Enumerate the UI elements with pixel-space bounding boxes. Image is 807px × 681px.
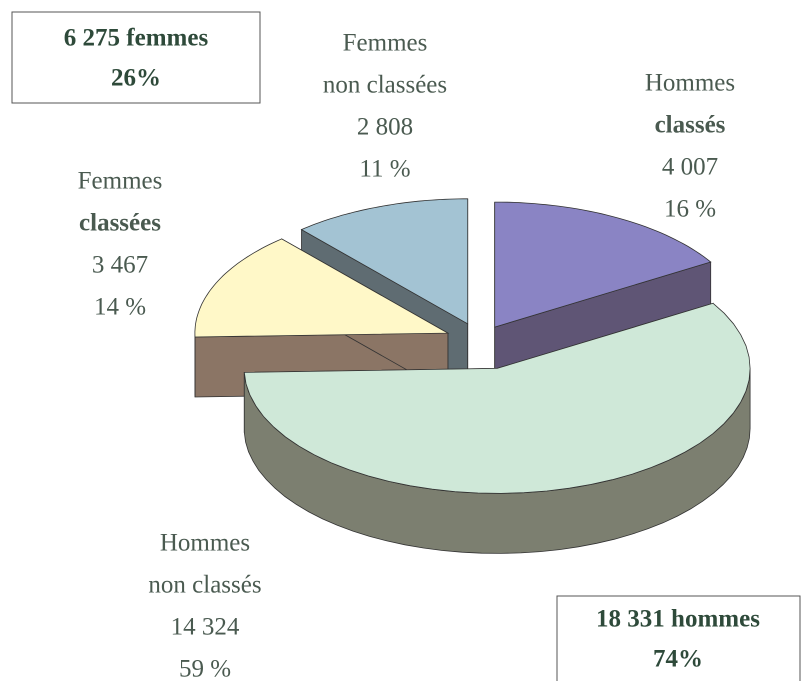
pie	[194, 198, 751, 554]
slice-label: non classés	[148, 572, 261, 599]
slice-label: classées	[79, 210, 161, 237]
share-label: 16 %	[664, 196, 716, 223]
total-box-men: 18 331 hommes 74%	[556, 595, 801, 681]
slice-top	[494, 201, 712, 328]
total-share: 26%	[111, 65, 161, 92]
slice-top	[243, 302, 751, 494]
total-label: 6 275 femmes	[64, 25, 209, 52]
slice	[243, 302, 751, 554]
total-label: 18 331 hommes	[596, 606, 760, 633]
slice-label: non classées	[323, 72, 447, 99]
value-label: 14 324	[171, 614, 240, 641]
slice-label: Hommes	[645, 70, 735, 97]
slice-label: Femmes	[78, 168, 163, 195]
slice-label: classés	[655, 112, 726, 139]
value-label: 4 007	[662, 154, 718, 181]
share-label: 59 %	[179, 656, 231, 681]
box-frame	[556, 595, 801, 681]
value-label: 2 808	[357, 114, 413, 141]
total-share: 74%	[653, 646, 703, 673]
share-label: 11 %	[359, 156, 410, 183]
slice-label: Hommes	[160, 530, 250, 557]
box-frame	[11, 11, 261, 104]
slice-top	[194, 238, 450, 338]
total-box-women: 6 275 femmes 26%	[11, 11, 261, 104]
slice-label: Femmes	[343, 30, 428, 57]
slice-top	[300, 198, 469, 325]
share-label: 14 %	[94, 294, 146, 321]
value-label: 3 467	[92, 252, 148, 279]
